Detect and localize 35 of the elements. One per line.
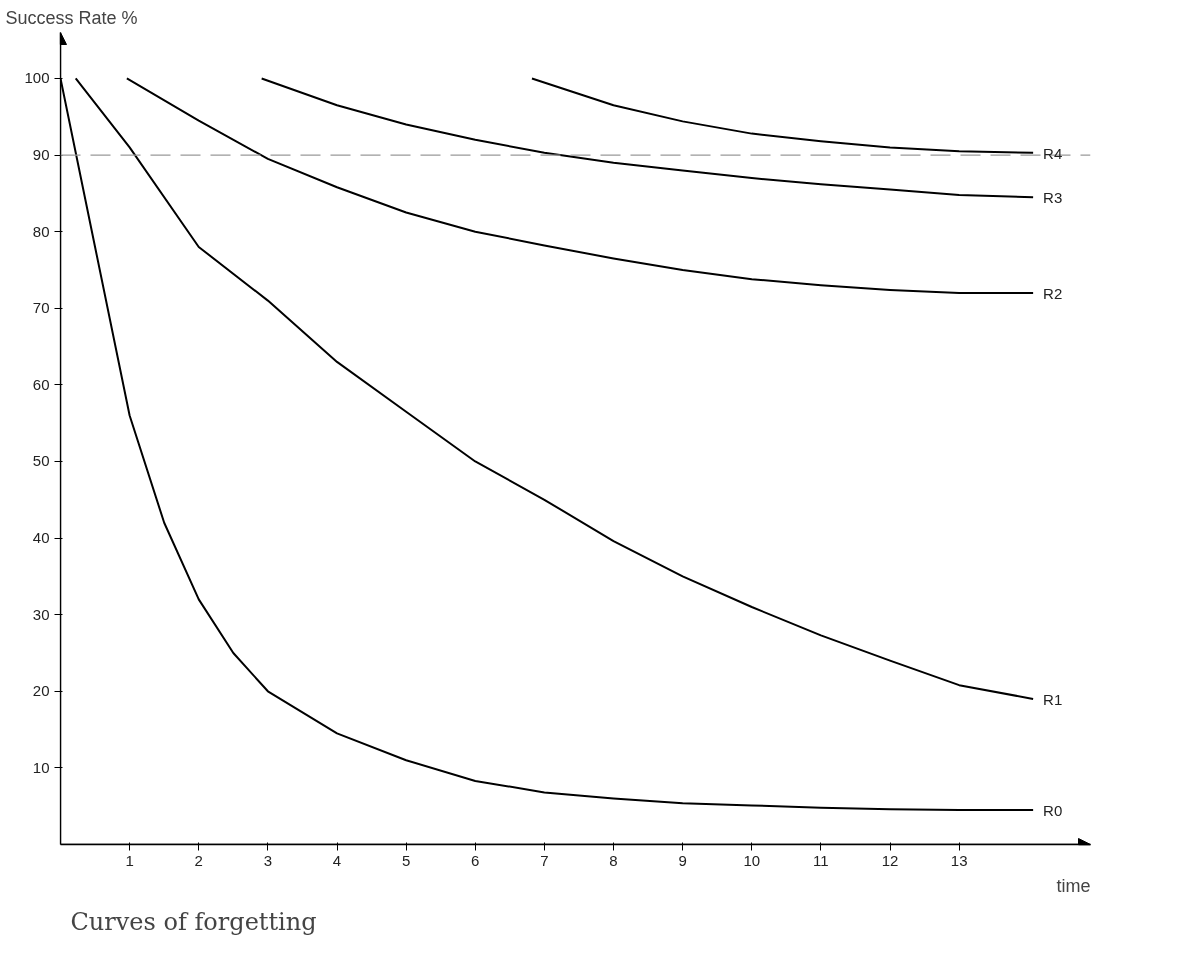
y-tick-label: 20 (32, 682, 50, 700)
x-axis-title: time (1056, 875, 1091, 896)
x-tick-label: 1 (125, 851, 134, 869)
y-tick-label: 70 (32, 299, 50, 317)
x-tick-label: 7 (540, 851, 549, 869)
series-label: R4 (1043, 144, 1063, 162)
x-tick-label: 9 (678, 851, 687, 869)
x-tick-label: 10 (743, 851, 761, 869)
y-tick-label: 90 (32, 146, 50, 164)
y-axis-title: Success Rate % (5, 7, 138, 28)
line-series (530, 77, 1035, 154)
series-label: R3 (1043, 189, 1063, 207)
text: Curves of forgetting (70, 907, 317, 936)
x-tick-label: 4 (332, 851, 342, 869)
series-label: R0 (1043, 802, 1063, 820)
y-tick-label: 80 (32, 222, 50, 240)
line-series (260, 77, 1035, 199)
x-tick-label: 11 (813, 851, 829, 869)
y-tick-label: 10 (32, 758, 50, 776)
y-tick-label: 40 (32, 529, 50, 547)
y-tick-label: 60 (32, 375, 50, 393)
x-tick-label: 6 (471, 851, 480, 869)
x-tick-label: 12 (881, 851, 899, 869)
series-label: R1 (1043, 690, 1063, 708)
x-tick-label: 5 (401, 851, 411, 869)
y-tick-label: 50 (32, 452, 50, 470)
y-tick-label: 100 (24, 69, 50, 87)
series-label: R2 (1043, 284, 1063, 302)
line-series (125, 77, 1035, 294)
x-tick-label: 13 (950, 851, 968, 869)
y-tick-label: 30 (32, 605, 50, 623)
x-tick-label: 8 (609, 851, 618, 869)
x-tick-label: 2 (194, 851, 203, 869)
x-tick-label: 3 (263, 851, 273, 869)
line-series (74, 77, 1035, 700)
